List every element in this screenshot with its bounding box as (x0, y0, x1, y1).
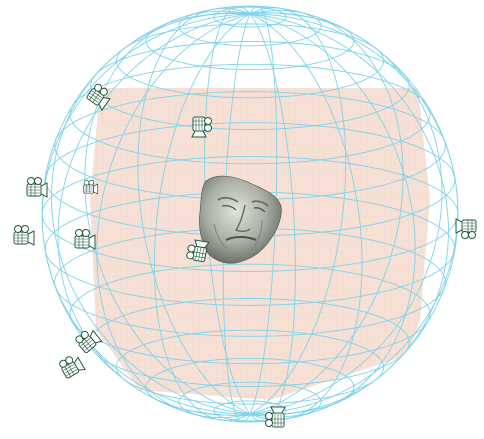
sphere-gridline (51, 12, 251, 415)
camera-icon[interactable] (13, 225, 35, 246)
camera-icon[interactable] (455, 218, 477, 239)
sphere-gridline (249, 9, 404, 415)
sphere-gridline (96, 13, 251, 419)
sphere-outline (41, 5, 459, 423)
sphere-gridline (222, 13, 251, 423)
3d-face-model[interactable] (199, 175, 282, 264)
sphere-gridline (249, 5, 278, 415)
sphere-gridline (115, 23, 385, 99)
sphere-gridline (153, 13, 251, 421)
camera-icon[interactable] (57, 352, 86, 381)
sphere-gridline (249, 13, 449, 416)
sphere-gridline (249, 7, 347, 415)
camera-icon[interactable] (26, 177, 48, 198)
camera-icon[interactable] (265, 406, 286, 428)
sphere-gridline (137, 7, 251, 415)
sphere-gridline (249, 13, 363, 421)
sphere-gridline (204, 5, 251, 415)
